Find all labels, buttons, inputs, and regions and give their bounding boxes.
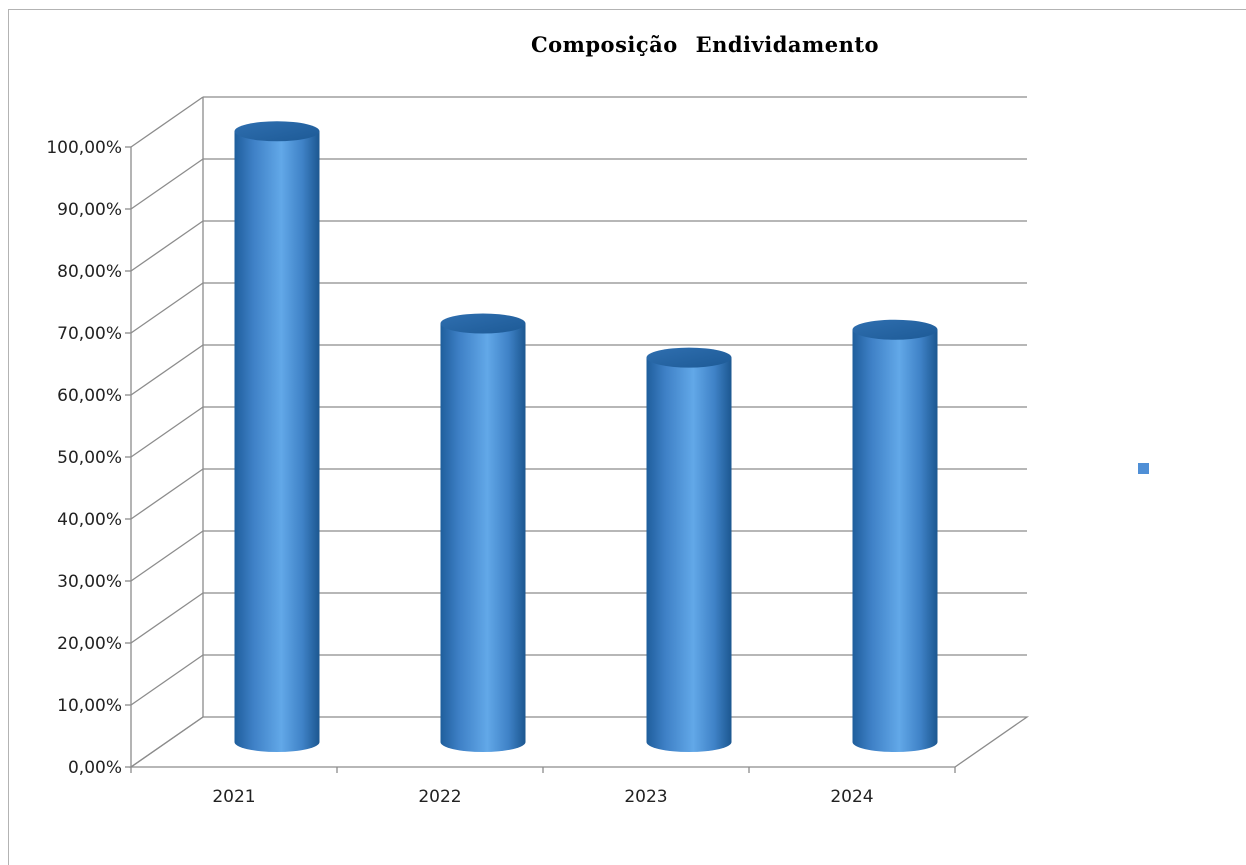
y-tick-label: 100,00% [46, 138, 122, 158]
gridline-side [130, 406, 204, 458]
x-tick-label: 2023 [624, 787, 667, 807]
gridline-side [130, 158, 204, 210]
gridline-side [130, 220, 204, 272]
gridline-side [130, 654, 204, 706]
y-tick-label: 60,00% [57, 386, 122, 406]
y-axis-ticks: 0,00% 10,00% 20,00% 30,00% 40,00% 50,00% 60,00… [46, 138, 131, 778]
y-tick-label: 70,00% [57, 324, 122, 344]
y-tick-label: 10,00% [57, 696, 122, 716]
y-tick-label: 40,00% [57, 510, 122, 530]
y-tick-label: 20,00% [57, 634, 122, 654]
y-tick-label: 30,00% [57, 572, 122, 592]
x-axis-ticks: 2021 2022 2023 2024 [130, 767, 956, 807]
chart-frame [8, 9, 1246, 865]
gridline-side [130, 282, 204, 334]
bar-top [234, 121, 320, 142]
x-tick-label: 2022 [418, 787, 461, 807]
y-tick-label: 90,00% [57, 200, 122, 220]
legend-swatch [1138, 463, 1149, 474]
x-tick-label: 2021 [212, 787, 255, 807]
bar-body [852, 329, 938, 753]
gridline-side [130, 96, 204, 148]
bar-top [852, 319, 938, 340]
x-tick-label: 2024 [830, 787, 873, 807]
bar [852, 319, 938, 753]
gridline-side [130, 716, 204, 768]
bar [234, 121, 320, 753]
bar-body [646, 357, 732, 753]
gridline-side [130, 592, 204, 644]
y-tick-label: 80,00% [57, 262, 122, 282]
y-tick-label: 50,00% [57, 448, 122, 468]
gridline-side [130, 468, 204, 520]
bar-body [440, 323, 526, 753]
bar [646, 347, 732, 753]
bar-top [440, 313, 526, 334]
gridline-side [130, 344, 204, 396]
gridline-side [130, 530, 204, 582]
bar-top [646, 347, 732, 368]
y-tick-label: 0,00% [68, 758, 122, 778]
bar [440, 313, 526, 753]
bar-body [234, 131, 320, 753]
bars [234, 121, 938, 753]
chart-title: Composição Endividamento [530, 32, 880, 57]
